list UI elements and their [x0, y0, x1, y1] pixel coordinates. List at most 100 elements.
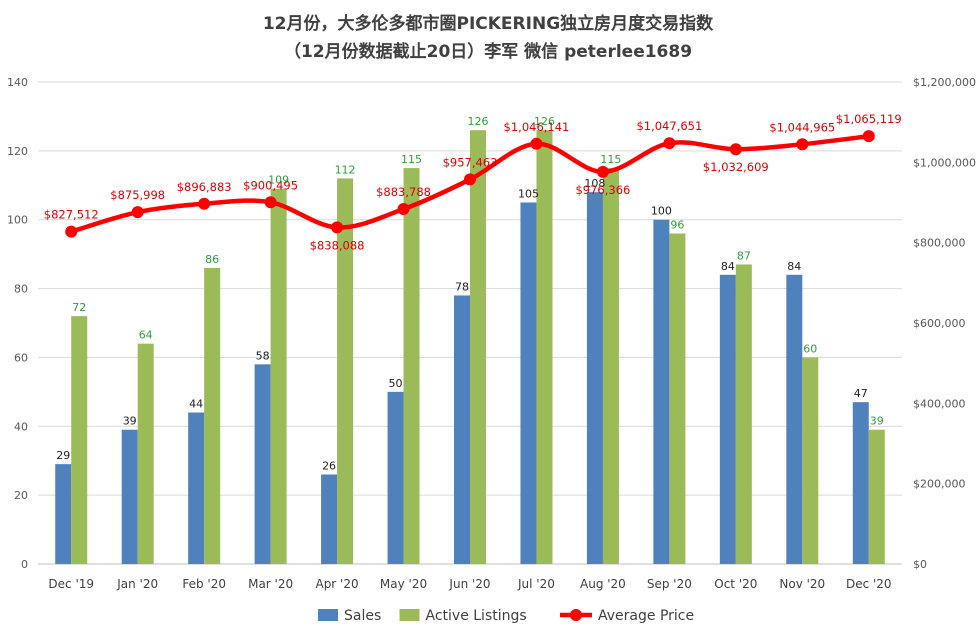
sales-data-label: 58	[256, 349, 270, 362]
sales-data-label: 78	[455, 280, 469, 293]
active-listings-bar	[71, 316, 88, 564]
x-tick-label: Dec '19	[48, 577, 94, 591]
y-left-tick-label: 140	[7, 76, 28, 89]
bars	[55, 130, 885, 565]
y-axis-right: $0 $200,000 $400,000 $600,000 $800,000 $1,000…	[913, 76, 976, 571]
x-tick-label: Jul '20	[517, 577, 555, 591]
active-listings-data-label: 115	[401, 153, 422, 166]
active-listings-bar	[204, 267, 221, 564]
sales-data-label: 47	[854, 387, 868, 400]
legend-swatch	[318, 609, 338, 621]
active-listings-data-label: 60	[803, 342, 817, 355]
active-listings-data-label: 126	[468, 115, 489, 128]
active-listings-data-label: 115	[600, 153, 621, 166]
sales-bar	[55, 464, 72, 564]
sales-data-label: 108	[584, 177, 605, 190]
data-labels: 29 39 44 58 26 50 78 105 108 100 84 84 47 72 64 86 109 11…	[44, 112, 902, 472]
active-listings-data-label: 64	[139, 329, 153, 342]
sales-bar	[852, 402, 869, 564]
active-listings-bar	[403, 168, 420, 565]
sales-data-label: 39	[123, 415, 137, 428]
x-tick-label: Feb '20	[182, 577, 226, 591]
average-price-point	[464, 173, 476, 186]
active-listings-bar	[470, 130, 486, 564]
active-listings-bar	[735, 264, 752, 564]
average-price-data-label: $1,047,651	[636, 119, 702, 133]
average-price-data-label: $827,512	[44, 208, 99, 222]
sales-data-label: 105	[518, 188, 539, 201]
x-tick-label: Aug '20	[580, 577, 626, 591]
y-left-tick-label: 60	[14, 351, 28, 364]
y-right-tick-label: $0	[913, 558, 927, 571]
average-price-point	[596, 165, 609, 178]
legend-label: Average Price	[598, 608, 694, 624]
average-price-data-label: $1,044,965	[769, 120, 835, 134]
average-price-point	[264, 196, 277, 209]
sales-data-label: 84	[721, 260, 735, 273]
sales-data-label: 44	[189, 398, 203, 411]
average-price-point	[198, 197, 211, 210]
x-axis: Dec '19 Jan '20 Feb '20 Mar '20 Apr '20 May '…	[38, 563, 902, 591]
sales-data-label: 29	[56, 449, 70, 462]
x-tick-label: Nov '20	[779, 577, 825, 591]
average-price-data-label: $896,883	[177, 180, 232, 194]
y-right-tick-label: $600,000	[913, 317, 966, 330]
chart-title-line2: （12月份数据截止20日）李军 微信 peterlee1689	[284, 41, 692, 62]
active-listings-bar	[536, 130, 553, 564]
average-price-point	[663, 137, 676, 150]
active-listings-bar	[802, 357, 819, 564]
active-listings-bar	[602, 168, 619, 565]
y-left-tick-label: 80	[14, 283, 28, 296]
legend-marker	[570, 609, 582, 621]
active-listings-data-label: 86	[205, 253, 219, 266]
x-tick-label: May '20	[380, 577, 427, 591]
active-listings-data-label: 72	[72, 301, 86, 314]
active-listings-data-label: 109	[268, 174, 289, 187]
y-right-tick-label: $1,000,000	[913, 156, 976, 169]
x-tick-label: Jan '20	[116, 577, 158, 591]
average-price-point	[796, 138, 809, 151]
sales-bar	[586, 192, 603, 564]
sales-bar	[387, 391, 404, 564]
active-listings-data-label: 126	[534, 115, 555, 128]
legend: Sales Active Listings Average Price	[318, 608, 694, 624]
active-listings-data-label: 112	[335, 163, 356, 176]
y-left-tick-label: 40	[14, 420, 28, 433]
average-price-data-label: $1,032,609	[703, 160, 769, 174]
chart-title-line1: 12月份，大多伦多都市圈PICKERING独立房月度交易指数	[263, 13, 714, 34]
legend-swatch	[399, 609, 420, 621]
sales-data-label: 50	[389, 377, 403, 390]
active-listings-bar	[137, 343, 154, 564]
y-right-tick-label: $800,000	[913, 237, 966, 250]
average-price-data-label: $900,495	[243, 178, 298, 192]
sales-bar	[188, 412, 205, 564]
sales-data-label: 100	[651, 205, 672, 218]
sales-bar	[786, 274, 803, 564]
sales-bar	[121, 429, 138, 564]
y-left-tick-label: 20	[14, 489, 28, 502]
average-price-data-label: $838,088	[310, 238, 365, 252]
sales-data-label: 26	[322, 459, 336, 472]
average-price-data-label: $976,366	[575, 183, 630, 197]
active-listings-bar	[868, 429, 885, 564]
active-listings-bar	[270, 188, 287, 564]
y-right-tick-label: $200,000	[913, 478, 966, 491]
average-price-point	[65, 225, 78, 238]
average-price-data-label: $1,046,141	[504, 120, 570, 134]
average-price-point	[397, 203, 410, 216]
average-price-line	[65, 130, 875, 238]
x-tick-label: Oct '20	[714, 577, 757, 591]
average-price-data-label: $883,788	[376, 185, 431, 199]
y-right-tick-label: $400,000	[913, 397, 966, 410]
average-price-point	[331, 221, 344, 234]
active-listings-data-label: 96	[670, 218, 684, 231]
legend-label: Sales	[344, 608, 381, 624]
sales-bar	[653, 219, 670, 564]
average-price-point	[530, 137, 543, 150]
active-listings-data-label: 39	[870, 415, 884, 428]
sales-bar	[520, 202, 537, 564]
active-listings-bar	[669, 233, 686, 564]
active-listings-data-label: 87	[737, 249, 751, 262]
